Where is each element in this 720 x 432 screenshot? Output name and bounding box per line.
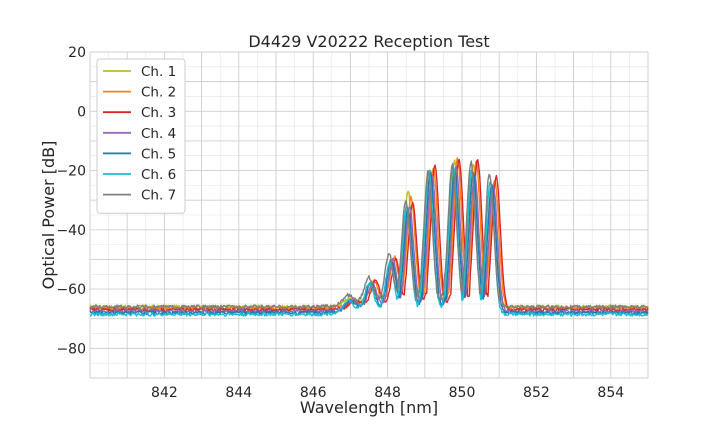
y-axis-ticks: 20 0 −20 −40 −60 −80: [56, 45, 86, 357]
legend-label: Ch. 4: [141, 126, 176, 142]
legend-label: Ch. 5: [141, 146, 176, 162]
x-axis-label: Wavelength [nm]: [300, 398, 438, 417]
series-line-ch3: [89, 158, 649, 313]
series-group: [89, 157, 649, 317]
y-tick-label: 20: [68, 45, 86, 61]
y-tick-label: 0: [77, 104, 86, 120]
x-tick-label: 842: [151, 385, 178, 401]
series-line-ch7: [89, 160, 649, 310]
legend-label: Ch. 1: [141, 64, 176, 80]
legend-label: Ch. 6: [141, 167, 176, 183]
y-tick-label: −40: [56, 223, 86, 239]
x-tick-label: 848: [374, 385, 401, 401]
chart-title: D4429 V20222 Reception Test: [248, 32, 489, 51]
legend-label: Ch. 7: [141, 188, 176, 204]
legend-label: Ch. 3: [141, 105, 176, 121]
y-axis-label: Optical Power [dB]: [39, 141, 58, 290]
y-tick-label: −60: [56, 282, 86, 298]
series-line-ch6: [89, 162, 649, 317]
legend: Ch. 1 Ch. 2 Ch. 3 Ch. 4 Ch. 5 Ch. 6 Ch. 7: [96, 58, 186, 214]
x-tick-label: 844: [225, 385, 252, 401]
x-tick-label: 850: [449, 385, 476, 401]
x-tick-label: 852: [523, 385, 550, 401]
x-axis-ticks: 842 844 846 848 850 852 854: [151, 385, 624, 401]
legend-label: Ch. 2: [141, 85, 176, 101]
y-tick-label: −20: [56, 164, 86, 180]
y-tick-label: −80: [56, 341, 86, 357]
x-tick-label: 846: [300, 385, 327, 401]
major-grid: [89, 51, 649, 379]
x-tick-label: 854: [597, 385, 624, 401]
